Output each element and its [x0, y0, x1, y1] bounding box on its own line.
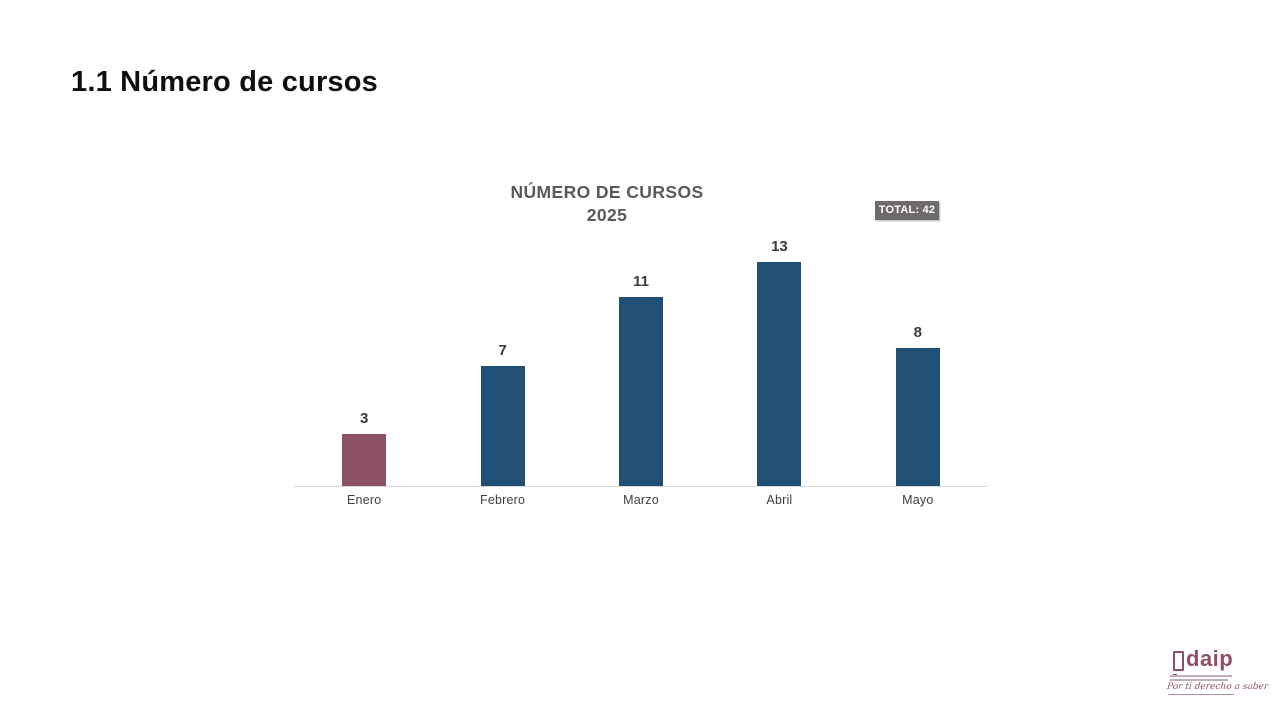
bars-row: 3 7 11 13 8 — [295, 236, 987, 486]
x-axis-line — [294, 486, 987, 487]
bar-value-label: 3 — [360, 410, 369, 428]
idaip-logo: daip Por ti derecho a saber — [1166, 646, 1269, 700]
bar-value-label: 13 — [771, 238, 788, 256]
chart-title-line2: 2025 — [586, 205, 628, 225]
bar-column-abril: 13 — [710, 238, 848, 486]
chart-title: NÚMERO DE CURSOS 2025 — [295, 181, 919, 227]
bar-value-label: 8 — [913, 324, 922, 342]
bar-column-febrero: 7 — [433, 342, 571, 486]
category-label: Enero — [347, 493, 382, 507]
logo-wordmark: daip — [1186, 646, 1234, 671]
logo-fine-print-line — [1170, 675, 1232, 677]
bar-column-mayo: 8 — [849, 324, 987, 486]
slide-title: 1.1 Número de cursos — [71, 66, 378, 98]
category-label: Marzo — [623, 493, 659, 507]
logo-tagline-underline — [1168, 694, 1234, 695]
bar-value-label: 11 — [633, 272, 649, 290]
bar — [757, 262, 802, 486]
logo-tagline: Por ti derecho a saber — [1166, 682, 1269, 692]
logo-fine-print-line — [1170, 678, 1228, 681]
category-labels-row: Enero Febrero Marzo Abril Mayo — [295, 493, 987, 507]
chart-title-line1: NÚMERO DE CURSOS — [510, 182, 704, 202]
category-label: Mayo — [902, 493, 934, 507]
bar — [480, 365, 525, 486]
open-door-icon — [1173, 651, 1184, 671]
bar-column-enero: 3 — [295, 410, 433, 486]
bar — [342, 434, 387, 486]
bar-value-label: 7 — [498, 341, 507, 359]
bar — [895, 348, 940, 486]
bar-column-marzo: 11 — [572, 273, 710, 486]
category-label: Febrero — [480, 493, 526, 507]
total-badge: TOTAL: 42 — [875, 201, 939, 220]
category-label: Abril — [766, 493, 793, 507]
bar — [619, 296, 664, 486]
